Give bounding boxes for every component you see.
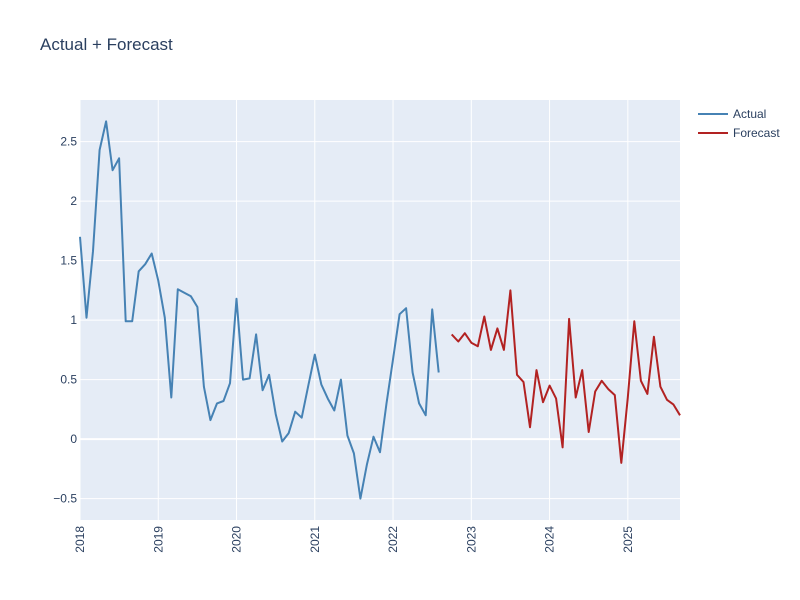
y-tick-label: 2.5 — [60, 135, 77, 149]
x-tick-label: 2018 — [73, 526, 87, 553]
x-tick-label: 2025 — [621, 526, 635, 553]
x-tick-label: 2022 — [386, 526, 400, 553]
x-tick-label: 2020 — [230, 526, 244, 553]
x-tick-label: 2024 — [543, 526, 557, 553]
y-tick-label: −0.5 — [53, 492, 77, 506]
y-tick-label: 1 — [70, 313, 77, 327]
legend-item-forecast[interactable]: Forecast — [698, 126, 780, 140]
y-tick-label: 0.5 — [60, 373, 77, 387]
legend-label-actual: Actual — [733, 107, 766, 121]
x-tick-label: 2021 — [308, 526, 322, 553]
series-line-actual — [79, 120, 440, 500]
legend-item-actual[interactable]: Actual — [698, 107, 766, 121]
legend-label-forecast: Forecast — [733, 126, 780, 140]
y-tick-label: 1.5 — [60, 254, 77, 268]
y-tick-label: 2 — [70, 194, 77, 208]
chart-title: Actual + Forecast — [40, 35, 173, 54]
series-layer — [79, 120, 681, 500]
plot-area — [80, 100, 680, 520]
series-line-forecast — [450, 289, 681, 464]
y-tick-label: 0 — [70, 432, 77, 446]
x-tick-label: 2019 — [151, 526, 165, 553]
x-tick-label: 2023 — [464, 526, 478, 553]
axes: −0.5 0 0.5 1 1.5 2 2.5 2018 2019 2020 2021 2022 2023… — [53, 135, 635, 553]
legend[interactable]: Actual Forecast — [698, 107, 780, 140]
grid — [79, 100, 680, 520]
